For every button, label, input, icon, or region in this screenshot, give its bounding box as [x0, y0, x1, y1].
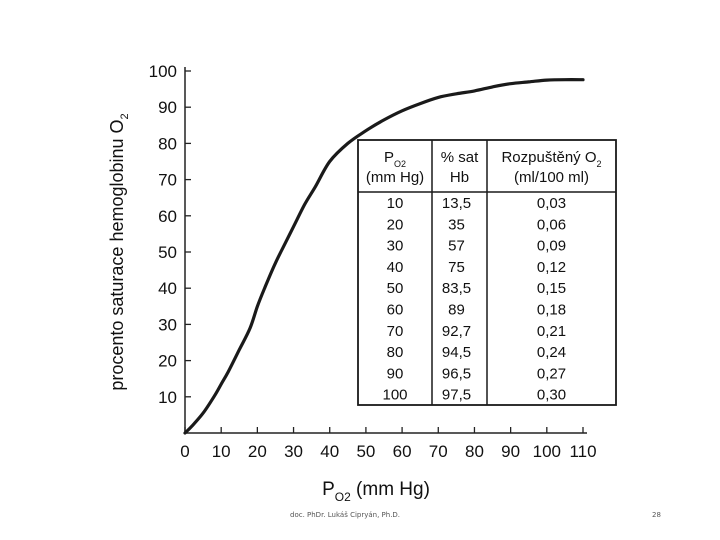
y-tick-label: 20 — [158, 352, 177, 371]
table-cell: 13,5 — [442, 195, 471, 212]
table-cell: 40 — [387, 259, 404, 276]
table-cell: 0,30 — [537, 387, 566, 404]
y-tick-label: 100 — [149, 62, 177, 81]
table-cell: 96,5 — [442, 365, 471, 382]
y-tick-label: 10 — [158, 388, 177, 407]
x-tick-label: 80 — [465, 442, 484, 461]
x-tick-label: 40 — [320, 442, 339, 461]
y-tick-label: 40 — [158, 279, 177, 298]
table-cell: 10 — [387, 195, 404, 212]
x-tick-label: 90 — [501, 442, 520, 461]
table-cell: 94,5 — [442, 344, 471, 361]
table-cell: 90 — [387, 365, 404, 382]
table-cell: 30 — [387, 238, 404, 255]
y-tick-label: 60 — [158, 207, 177, 226]
table-cell: 60 — [387, 302, 404, 319]
table-header-cell: (ml/100 ml) — [514, 169, 589, 186]
y-tick-label: 30 — [158, 315, 177, 334]
table-cell: 80 — [387, 344, 404, 361]
table-cell: 0,27 — [537, 365, 566, 382]
table-cell: 0,15 — [537, 280, 566, 297]
x-tick-label: 70 — [429, 442, 448, 461]
table-header-cell: Rozpuštěný O2 — [501, 149, 601, 169]
table-header-cell: (mm Hg) — [366, 169, 424, 186]
saturation-curve — [183, 78, 585, 435]
table-cell: 20 — [387, 216, 404, 233]
x-tick-label: 10 — [212, 442, 231, 461]
y-axis-title: procento saturace hemoglobinu O2 — [107, 113, 131, 390]
x-tick-label: 20 — [248, 442, 267, 461]
table-cell: 97,5 — [442, 387, 471, 404]
table-cell: 75 — [448, 259, 465, 276]
table-header-cell: Hb — [450, 169, 469, 186]
page-number: 28 — [652, 511, 661, 519]
footer-author: doc. PhDr. Lukáš Cipryán, Ph.D. — [290, 511, 401, 519]
table-cell: 70 — [387, 323, 404, 340]
table-cell: 50 — [387, 280, 404, 297]
y-tick-label: 80 — [158, 134, 177, 153]
table-cell: 57 — [448, 238, 465, 255]
table-cell: 35 — [448, 216, 465, 233]
table-cell: 0,21 — [537, 323, 566, 340]
x-tick-label: 100 — [533, 442, 561, 461]
x-tick-label: 30 — [284, 442, 303, 461]
table-cell: 0,09 — [537, 238, 566, 255]
table-header-cell: % sat — [441, 149, 479, 166]
y-tick-label: 50 — [158, 243, 177, 262]
table-header-cell: PO2 — [384, 149, 406, 169]
y-tick-label: 90 — [158, 98, 177, 117]
table-cell: 89 — [448, 302, 465, 319]
x-tick-label: 60 — [393, 442, 412, 461]
table-cell: 0,06 — [537, 216, 566, 233]
y-tick-label: 70 — [158, 171, 177, 190]
table-cell: 83,5 — [442, 280, 471, 297]
table-cell: 0,18 — [537, 302, 566, 319]
x-axis-title: PO2 (mm Hg) — [322, 479, 430, 504]
x-tick-label: 0 — [180, 442, 189, 461]
table-cell: 0,24 — [537, 344, 566, 361]
table-cell: 100 — [382, 387, 407, 404]
table-cell: 0,12 — [537, 259, 566, 276]
x-tick-label: 50 — [356, 442, 375, 461]
x-tick-label: 110 — [569, 442, 596, 461]
table-cell: 0,03 — [537, 195, 566, 212]
table-cell: 92,7 — [442, 323, 471, 340]
